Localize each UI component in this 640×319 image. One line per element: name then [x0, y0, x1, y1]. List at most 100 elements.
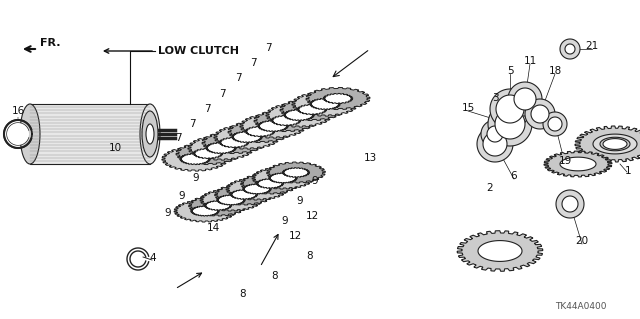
Text: 7: 7: [235, 73, 241, 83]
Polygon shape: [481, 120, 509, 148]
Text: 1: 1: [625, 166, 631, 176]
Polygon shape: [228, 121, 292, 143]
Polygon shape: [267, 162, 325, 183]
Polygon shape: [496, 95, 524, 123]
Polygon shape: [214, 125, 280, 149]
Text: 10: 10: [108, 143, 122, 153]
Text: 12: 12: [289, 231, 301, 241]
Text: 5: 5: [507, 66, 513, 76]
Text: 20: 20: [575, 236, 589, 246]
Polygon shape: [495, 109, 525, 139]
Text: 8: 8: [272, 271, 278, 281]
Polygon shape: [575, 126, 640, 162]
Polygon shape: [254, 109, 318, 131]
Polygon shape: [271, 115, 301, 126]
Polygon shape: [230, 190, 257, 199]
Polygon shape: [531, 105, 549, 123]
Polygon shape: [548, 117, 562, 131]
Text: LOW CLUTCH: LOW CLUTCH: [158, 46, 239, 56]
Polygon shape: [202, 131, 266, 153]
Text: 7: 7: [204, 104, 211, 114]
Text: 7: 7: [219, 89, 225, 99]
Text: 11: 11: [524, 56, 536, 66]
Polygon shape: [191, 206, 220, 216]
Text: 8: 8: [307, 251, 314, 261]
Polygon shape: [205, 142, 236, 154]
Polygon shape: [477, 126, 513, 162]
Polygon shape: [280, 99, 344, 121]
Polygon shape: [490, 89, 530, 129]
Polygon shape: [162, 147, 228, 171]
Polygon shape: [562, 196, 578, 212]
Text: TK44A0400: TK44A0400: [555, 302, 607, 311]
Text: 2: 2: [486, 183, 493, 193]
Polygon shape: [252, 167, 314, 189]
Text: 14: 14: [206, 223, 220, 233]
Polygon shape: [284, 109, 314, 121]
Polygon shape: [323, 93, 353, 104]
Text: FR.: FR.: [40, 38, 61, 48]
Polygon shape: [7, 123, 29, 145]
Text: 16: 16: [12, 106, 24, 116]
Text: 9: 9: [164, 208, 172, 218]
Text: 8: 8: [240, 289, 246, 299]
Ellipse shape: [140, 104, 160, 164]
Text: 7: 7: [265, 43, 271, 53]
Text: 7: 7: [250, 58, 256, 68]
Polygon shape: [600, 137, 630, 151]
Polygon shape: [240, 114, 306, 138]
Polygon shape: [220, 137, 249, 148]
Polygon shape: [193, 148, 223, 159]
Text: 4: 4: [150, 253, 156, 263]
Polygon shape: [310, 98, 340, 110]
Polygon shape: [245, 126, 275, 137]
Polygon shape: [544, 151, 612, 177]
Text: 13: 13: [364, 153, 376, 163]
Polygon shape: [306, 87, 370, 109]
Text: 15: 15: [461, 103, 475, 113]
Polygon shape: [217, 195, 245, 205]
Polygon shape: [243, 184, 271, 194]
Polygon shape: [292, 92, 358, 116]
Polygon shape: [543, 112, 567, 136]
Polygon shape: [258, 120, 288, 132]
Text: 12: 12: [305, 211, 319, 221]
Text: 21: 21: [586, 41, 598, 51]
Polygon shape: [269, 173, 297, 183]
Polygon shape: [282, 168, 310, 177]
Polygon shape: [257, 179, 284, 188]
Polygon shape: [525, 99, 555, 129]
Polygon shape: [487, 126, 503, 142]
Text: 9: 9: [297, 196, 303, 206]
Polygon shape: [478, 241, 522, 262]
Polygon shape: [560, 39, 580, 59]
Text: 19: 19: [558, 156, 572, 166]
Polygon shape: [514, 88, 536, 110]
Polygon shape: [176, 143, 240, 165]
Polygon shape: [565, 44, 575, 54]
Polygon shape: [204, 201, 232, 210]
Ellipse shape: [20, 104, 40, 164]
Text: 7: 7: [189, 119, 195, 129]
Ellipse shape: [142, 111, 158, 157]
Text: 9: 9: [282, 216, 288, 226]
Text: 9: 9: [193, 173, 199, 183]
Polygon shape: [266, 103, 332, 127]
Polygon shape: [297, 104, 327, 115]
Ellipse shape: [146, 124, 154, 144]
Polygon shape: [488, 102, 532, 146]
Polygon shape: [560, 157, 596, 171]
Polygon shape: [556, 190, 584, 218]
Polygon shape: [457, 231, 543, 271]
Polygon shape: [180, 153, 211, 165]
Polygon shape: [188, 136, 254, 160]
Polygon shape: [603, 138, 627, 149]
Polygon shape: [174, 200, 236, 222]
Polygon shape: [189, 195, 248, 216]
Text: 9: 9: [312, 176, 318, 186]
Polygon shape: [226, 178, 288, 200]
Text: 7: 7: [175, 133, 181, 143]
Polygon shape: [200, 189, 262, 211]
Polygon shape: [593, 134, 637, 154]
Text: 6: 6: [511, 171, 517, 181]
